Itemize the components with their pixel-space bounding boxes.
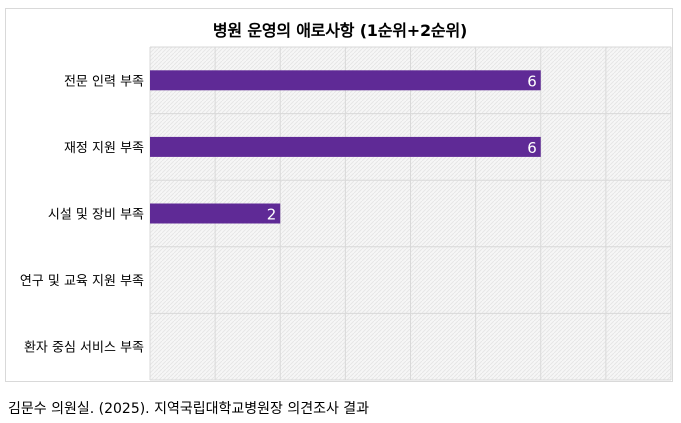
source-note: 김문수 의원실. (2025). 지역국립대학교병원장 의견조사 결과 [8, 401, 370, 417]
category-label: 시설 및 장비 부족 [48, 208, 144, 223]
bar [150, 70, 541, 91]
bar-value-label: 6 [527, 139, 537, 157]
bar [150, 136, 541, 157]
category-label: 연구 및 교육 지원 부족 [20, 274, 144, 289]
bar-value-label: 6 [527, 72, 537, 90]
bar [150, 203, 281, 224]
category-label: 환자 중심 서비스 부족 [24, 341, 144, 356]
bar-value-label: 2 [267, 206, 277, 224]
category-label: 재정 지원 부족 [64, 141, 144, 156]
chart-title: 병원 운영의 애로사항 (1순위+2순위) [212, 21, 468, 40]
category-label: 전문 인력 부족 [64, 74, 144, 89]
bar-chart: 전문 인력 부족 6 재정 지원 부족 6 시설 및 장비 부족 2 연구 및 교육 지원 … [20, 46, 672, 381]
chart-frame: 병원 운영의 애로사항 (1순위+2순위) 전문 인력 부족 6 재정 지원 부족 6… [5, 8, 673, 382]
